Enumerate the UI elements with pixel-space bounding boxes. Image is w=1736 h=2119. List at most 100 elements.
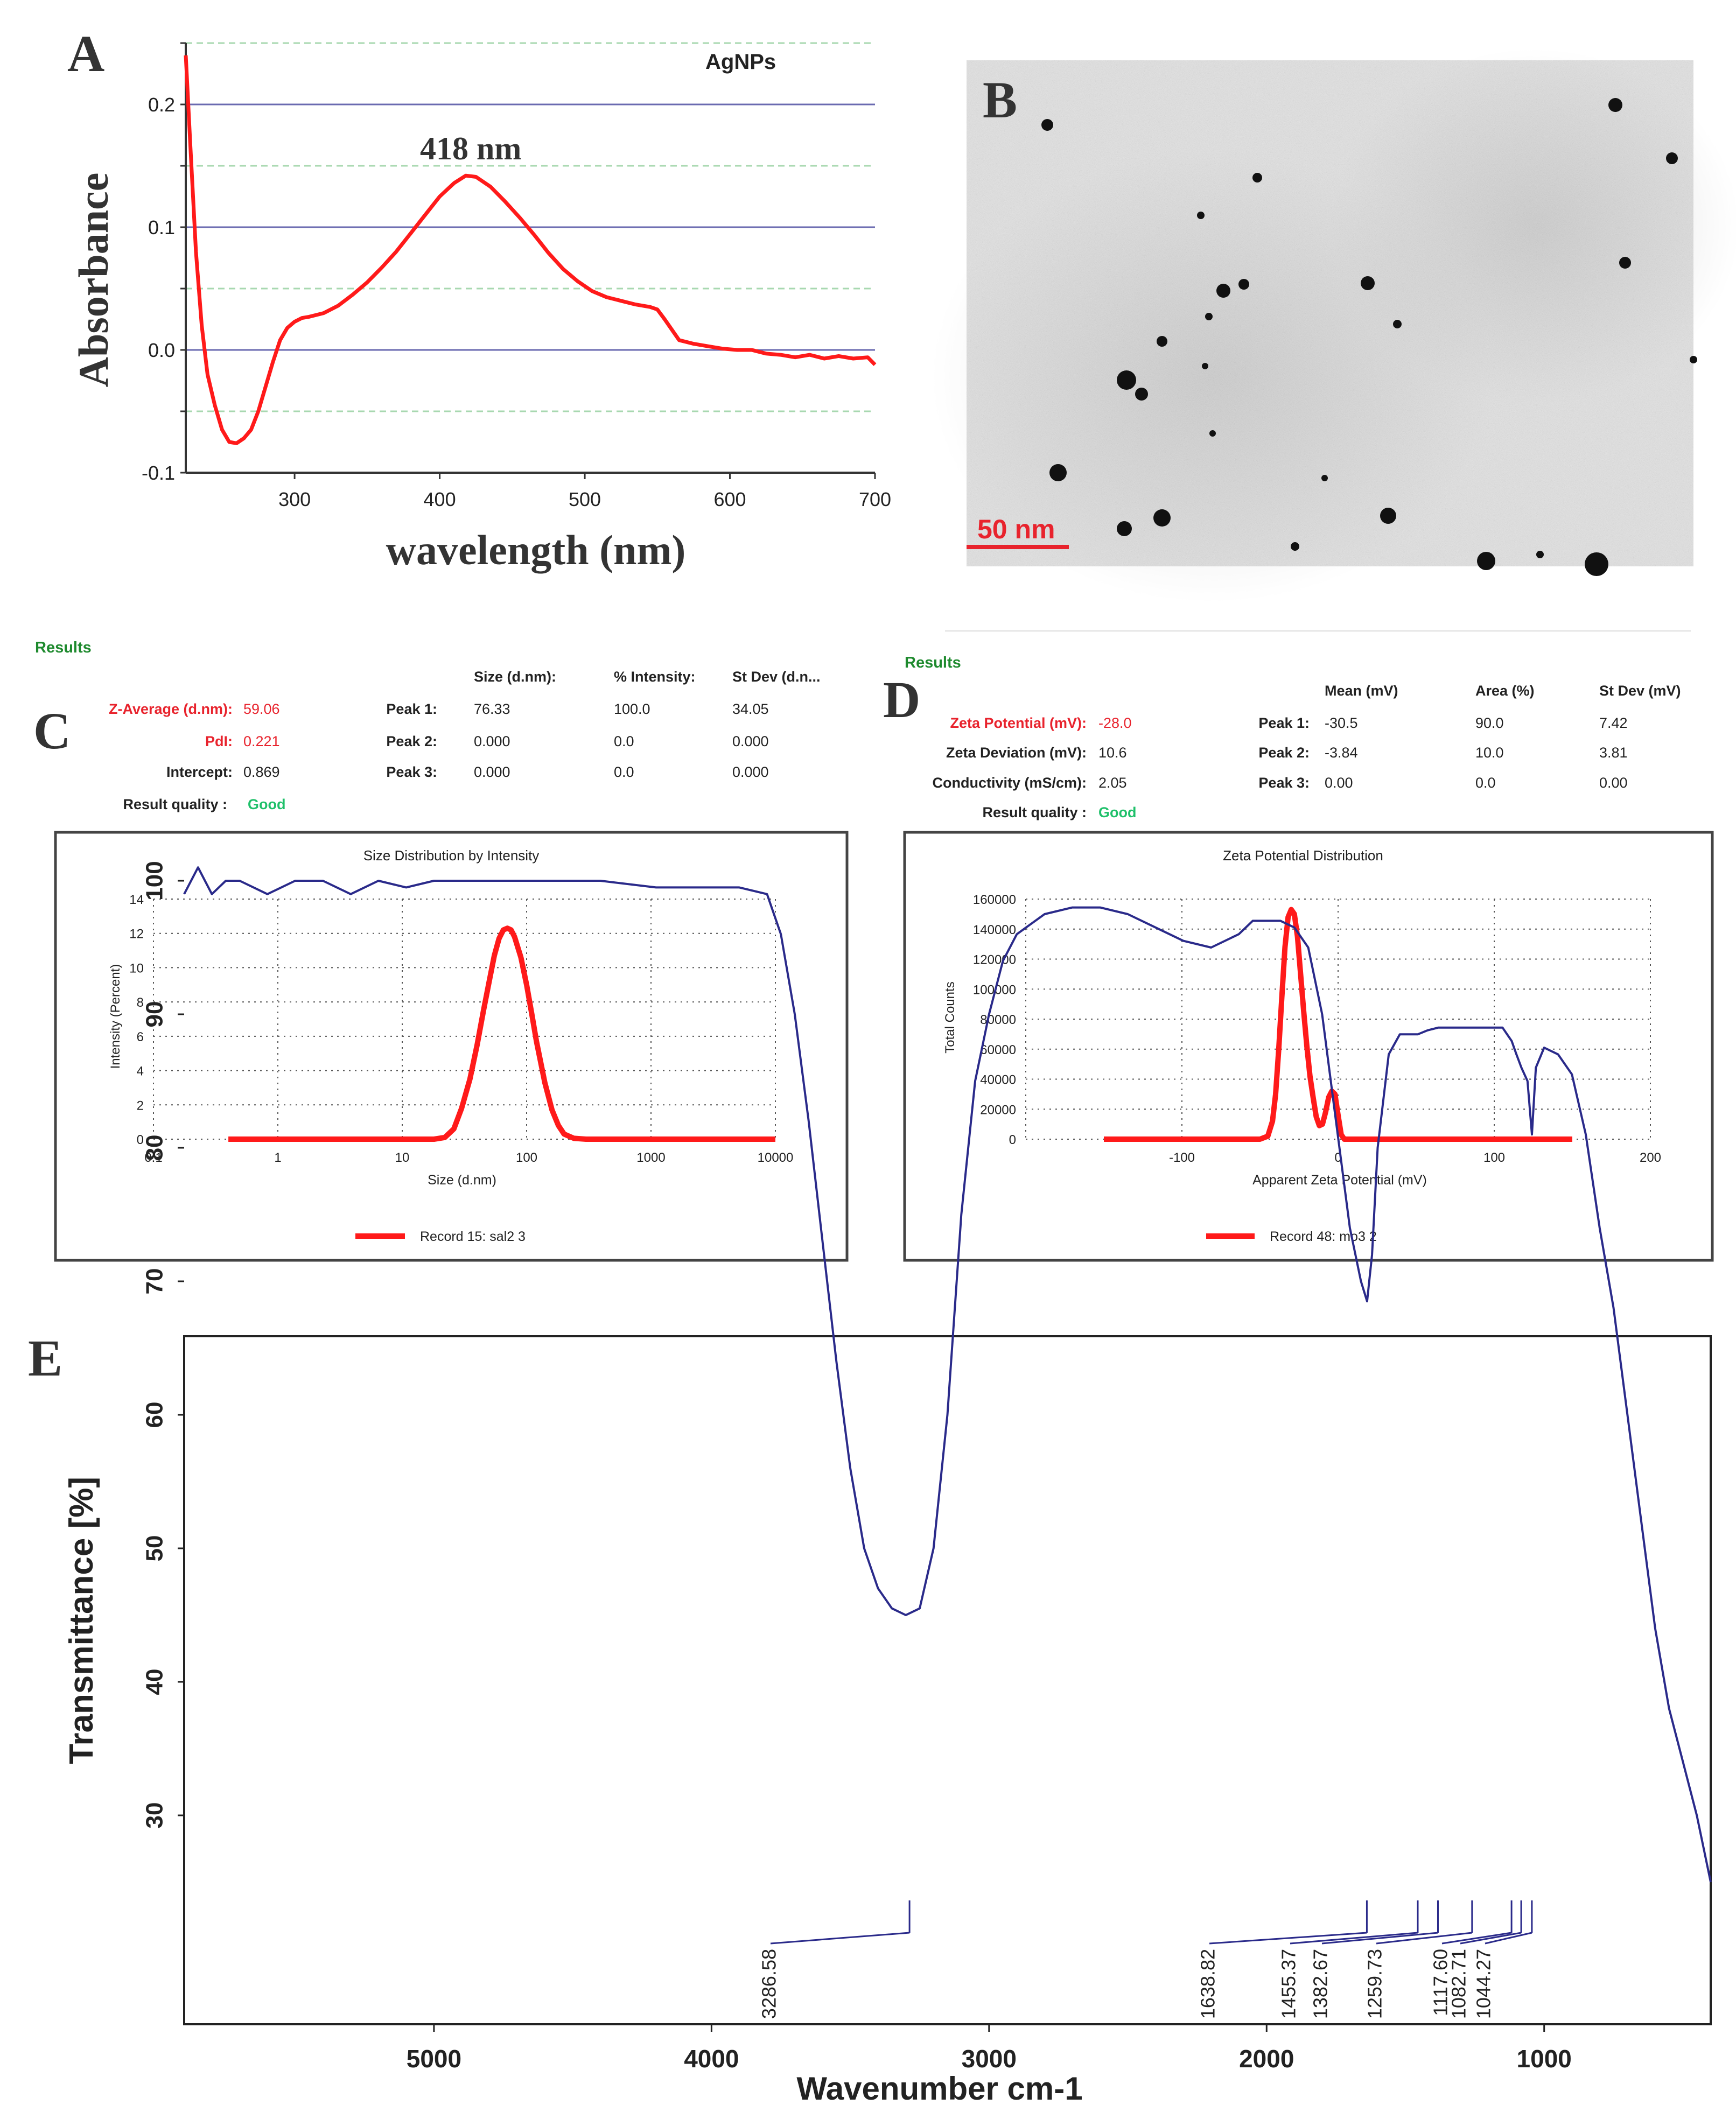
nanoparticle bbox=[1153, 509, 1171, 527]
x-tick-label: 3000 bbox=[962, 2045, 1017, 2073]
x-tick-label: 200 bbox=[1640, 1150, 1661, 1165]
peak-label: 1455.37 bbox=[1278, 1949, 1300, 2019]
panel-e-xlabel: Wavenumber cm-1 bbox=[796, 2071, 1082, 2107]
y-tick-label: 2 bbox=[137, 1098, 144, 1113]
panel-c-ylabel: Intensity (Percent) bbox=[108, 964, 123, 1069]
nanoparticle bbox=[1321, 475, 1328, 481]
peak-value: 0.000 bbox=[732, 733, 769, 749]
peak-row-label: Peak 2: bbox=[386, 733, 437, 749]
panel-c-xlabel: Size (d.nm) bbox=[428, 1173, 496, 1188]
nanoparticle bbox=[1135, 388, 1148, 401]
peak-marker-leader bbox=[1376, 1932, 1473, 1945]
peak-marker-leader bbox=[1485, 1932, 1532, 1945]
y-tick-label: -0.1 bbox=[142, 462, 175, 484]
panel-c-chart-title: Size Distribution by Intensity bbox=[363, 847, 540, 864]
nanoparticle bbox=[1536, 551, 1544, 558]
peak-row-label: Peak 3: bbox=[386, 764, 437, 780]
x-tick-label: 400 bbox=[424, 488, 456, 510]
peak-value: 10.0 bbox=[1475, 745, 1504, 761]
panel-d: Results D Zeta Potential (mV): -28.0 Zet… bbox=[883, 630, 1714, 1262]
y-tick-label: 10 bbox=[129, 961, 144, 976]
panel-c-peak-table: Size (d.nm): % Intensity: St Dev (d.n...… bbox=[386, 669, 820, 780]
peak-marker-leader bbox=[1290, 1932, 1418, 1945]
panel-d-zeta-distribution-curve bbox=[1104, 907, 1572, 1142]
result-quality-value: Good bbox=[248, 796, 285, 812]
result-quality-value: Good bbox=[1098, 804, 1136, 820]
panel-e-ftir-spectrum bbox=[183, 866, 1712, 1883]
pdi-value: 0.221 bbox=[243, 733, 280, 749]
intercept-label: Intercept: bbox=[166, 764, 233, 780]
x-tick-label: 2000 bbox=[1239, 2045, 1294, 2073]
intercept-value: 0.869 bbox=[243, 764, 280, 780]
x-tick-label: 1 bbox=[274, 1150, 281, 1165]
y-tick-label: 90 bbox=[142, 1001, 168, 1028]
y-tick-label: 40 bbox=[142, 1669, 168, 1695]
z-average-label: Z-Average (d.nm): bbox=[109, 701, 233, 717]
zeta-deviation-label: Zeta Deviation (mV): bbox=[946, 745, 1087, 761]
zeta-deviation-value: 10.6 bbox=[1098, 745, 1127, 761]
z-average-value: 59.06 bbox=[243, 701, 280, 717]
x-tick-label: 5000 bbox=[407, 2045, 461, 2073]
x-tick-label: -100 bbox=[1169, 1150, 1195, 1165]
zeta-potential-label: Zeta Potential (mV): bbox=[950, 715, 1087, 731]
peak-label: 3286.58 bbox=[758, 1949, 780, 2019]
peak-value: 3.81 bbox=[1599, 745, 1628, 761]
peak-marker-leader bbox=[1209, 1932, 1367, 1945]
peak-value: 0.000 bbox=[474, 764, 510, 780]
x-tick-label: 600 bbox=[713, 488, 746, 510]
panel-c-size-distribution-curve bbox=[228, 925, 775, 1142]
peak-label: 1382.67 bbox=[1310, 1949, 1332, 2019]
nanoparticle bbox=[1238, 279, 1249, 290]
panel-d-ylabel: Total Counts bbox=[943, 981, 957, 1053]
peak-value: 0.000 bbox=[732, 764, 769, 780]
x-tick-label: 10000 bbox=[758, 1150, 794, 1165]
peak-value: 7.42 bbox=[1599, 715, 1628, 731]
y-tick-label: 140000 bbox=[973, 923, 1016, 937]
tem-nanoparticles bbox=[1041, 98, 1697, 576]
y-tick-label: 0 bbox=[1009, 1133, 1016, 1147]
panel-a-peak-annotation: 418 nm bbox=[420, 131, 521, 166]
y-tick-label: 100 bbox=[142, 861, 168, 900]
peak-marker-leader bbox=[1321, 1932, 1438, 1945]
column-header: St Dev (mV) bbox=[1599, 683, 1681, 699]
nanoparticle bbox=[1117, 521, 1132, 536]
peak-marker-leader bbox=[1441, 1932, 1512, 1945]
column-header: Area (%) bbox=[1475, 683, 1535, 699]
x-tick-label: 1000 bbox=[636, 1150, 665, 1165]
peak-label: 1259.73 bbox=[1364, 1949, 1386, 2019]
column-header: % Intensity: bbox=[614, 669, 696, 685]
y-tick-label: 50 bbox=[142, 1535, 168, 1562]
y-tick-label: 160000 bbox=[973, 893, 1016, 907]
y-tick-label: 0.1 bbox=[148, 216, 175, 238]
panel-c-legend-label: Record 15: sal2 3 bbox=[420, 1229, 526, 1244]
y-tick-label: 120000 bbox=[973, 953, 1016, 967]
tem-image-grain bbox=[967, 60, 1693, 566]
peak-value: -30.5 bbox=[1325, 715, 1358, 731]
panel-a-xlabel: wavelength (nm) bbox=[386, 527, 686, 573]
nanoparticle bbox=[1619, 257, 1631, 269]
peak-value: 0.00 bbox=[1325, 775, 1353, 791]
y-tick-label: 6 bbox=[137, 1030, 144, 1044]
peak-label: 1117.60 bbox=[1430, 1949, 1452, 2016]
peak-value: 0.0 bbox=[614, 733, 634, 749]
column-header: St Dev (d.n... bbox=[732, 669, 821, 685]
tem-scale-bar bbox=[967, 545, 1069, 549]
panel-d-peak-table: Mean (mV) Area (%) St Dev (mV) Peak 1: -… bbox=[1258, 683, 1681, 791]
peak-row-label: Peak 2: bbox=[1258, 745, 1310, 761]
peak-value: 100.0 bbox=[614, 701, 650, 717]
panel-label-a: A bbox=[67, 25, 104, 82]
y-tick-label: 0.2 bbox=[148, 94, 175, 116]
peak-row-label: Peak 1: bbox=[1258, 715, 1310, 731]
pdi-label: PdI: bbox=[205, 733, 233, 749]
peak-value: 0.00 bbox=[1599, 775, 1628, 791]
peak-value: 0.0 bbox=[614, 764, 634, 780]
x-tick-label: 100 bbox=[516, 1150, 537, 1165]
peak-value: 0.0 bbox=[1475, 775, 1496, 791]
panel-label-c: C bbox=[33, 702, 71, 760]
panel-label-e: E bbox=[28, 1329, 62, 1387]
x-tick-label: 10 bbox=[395, 1150, 410, 1165]
y-tick-label: 0.0 bbox=[148, 339, 175, 361]
nanoparticle bbox=[1041, 119, 1053, 131]
panel-d-xlabel: Apparent Zeta Potential (mV) bbox=[1252, 1173, 1427, 1188]
